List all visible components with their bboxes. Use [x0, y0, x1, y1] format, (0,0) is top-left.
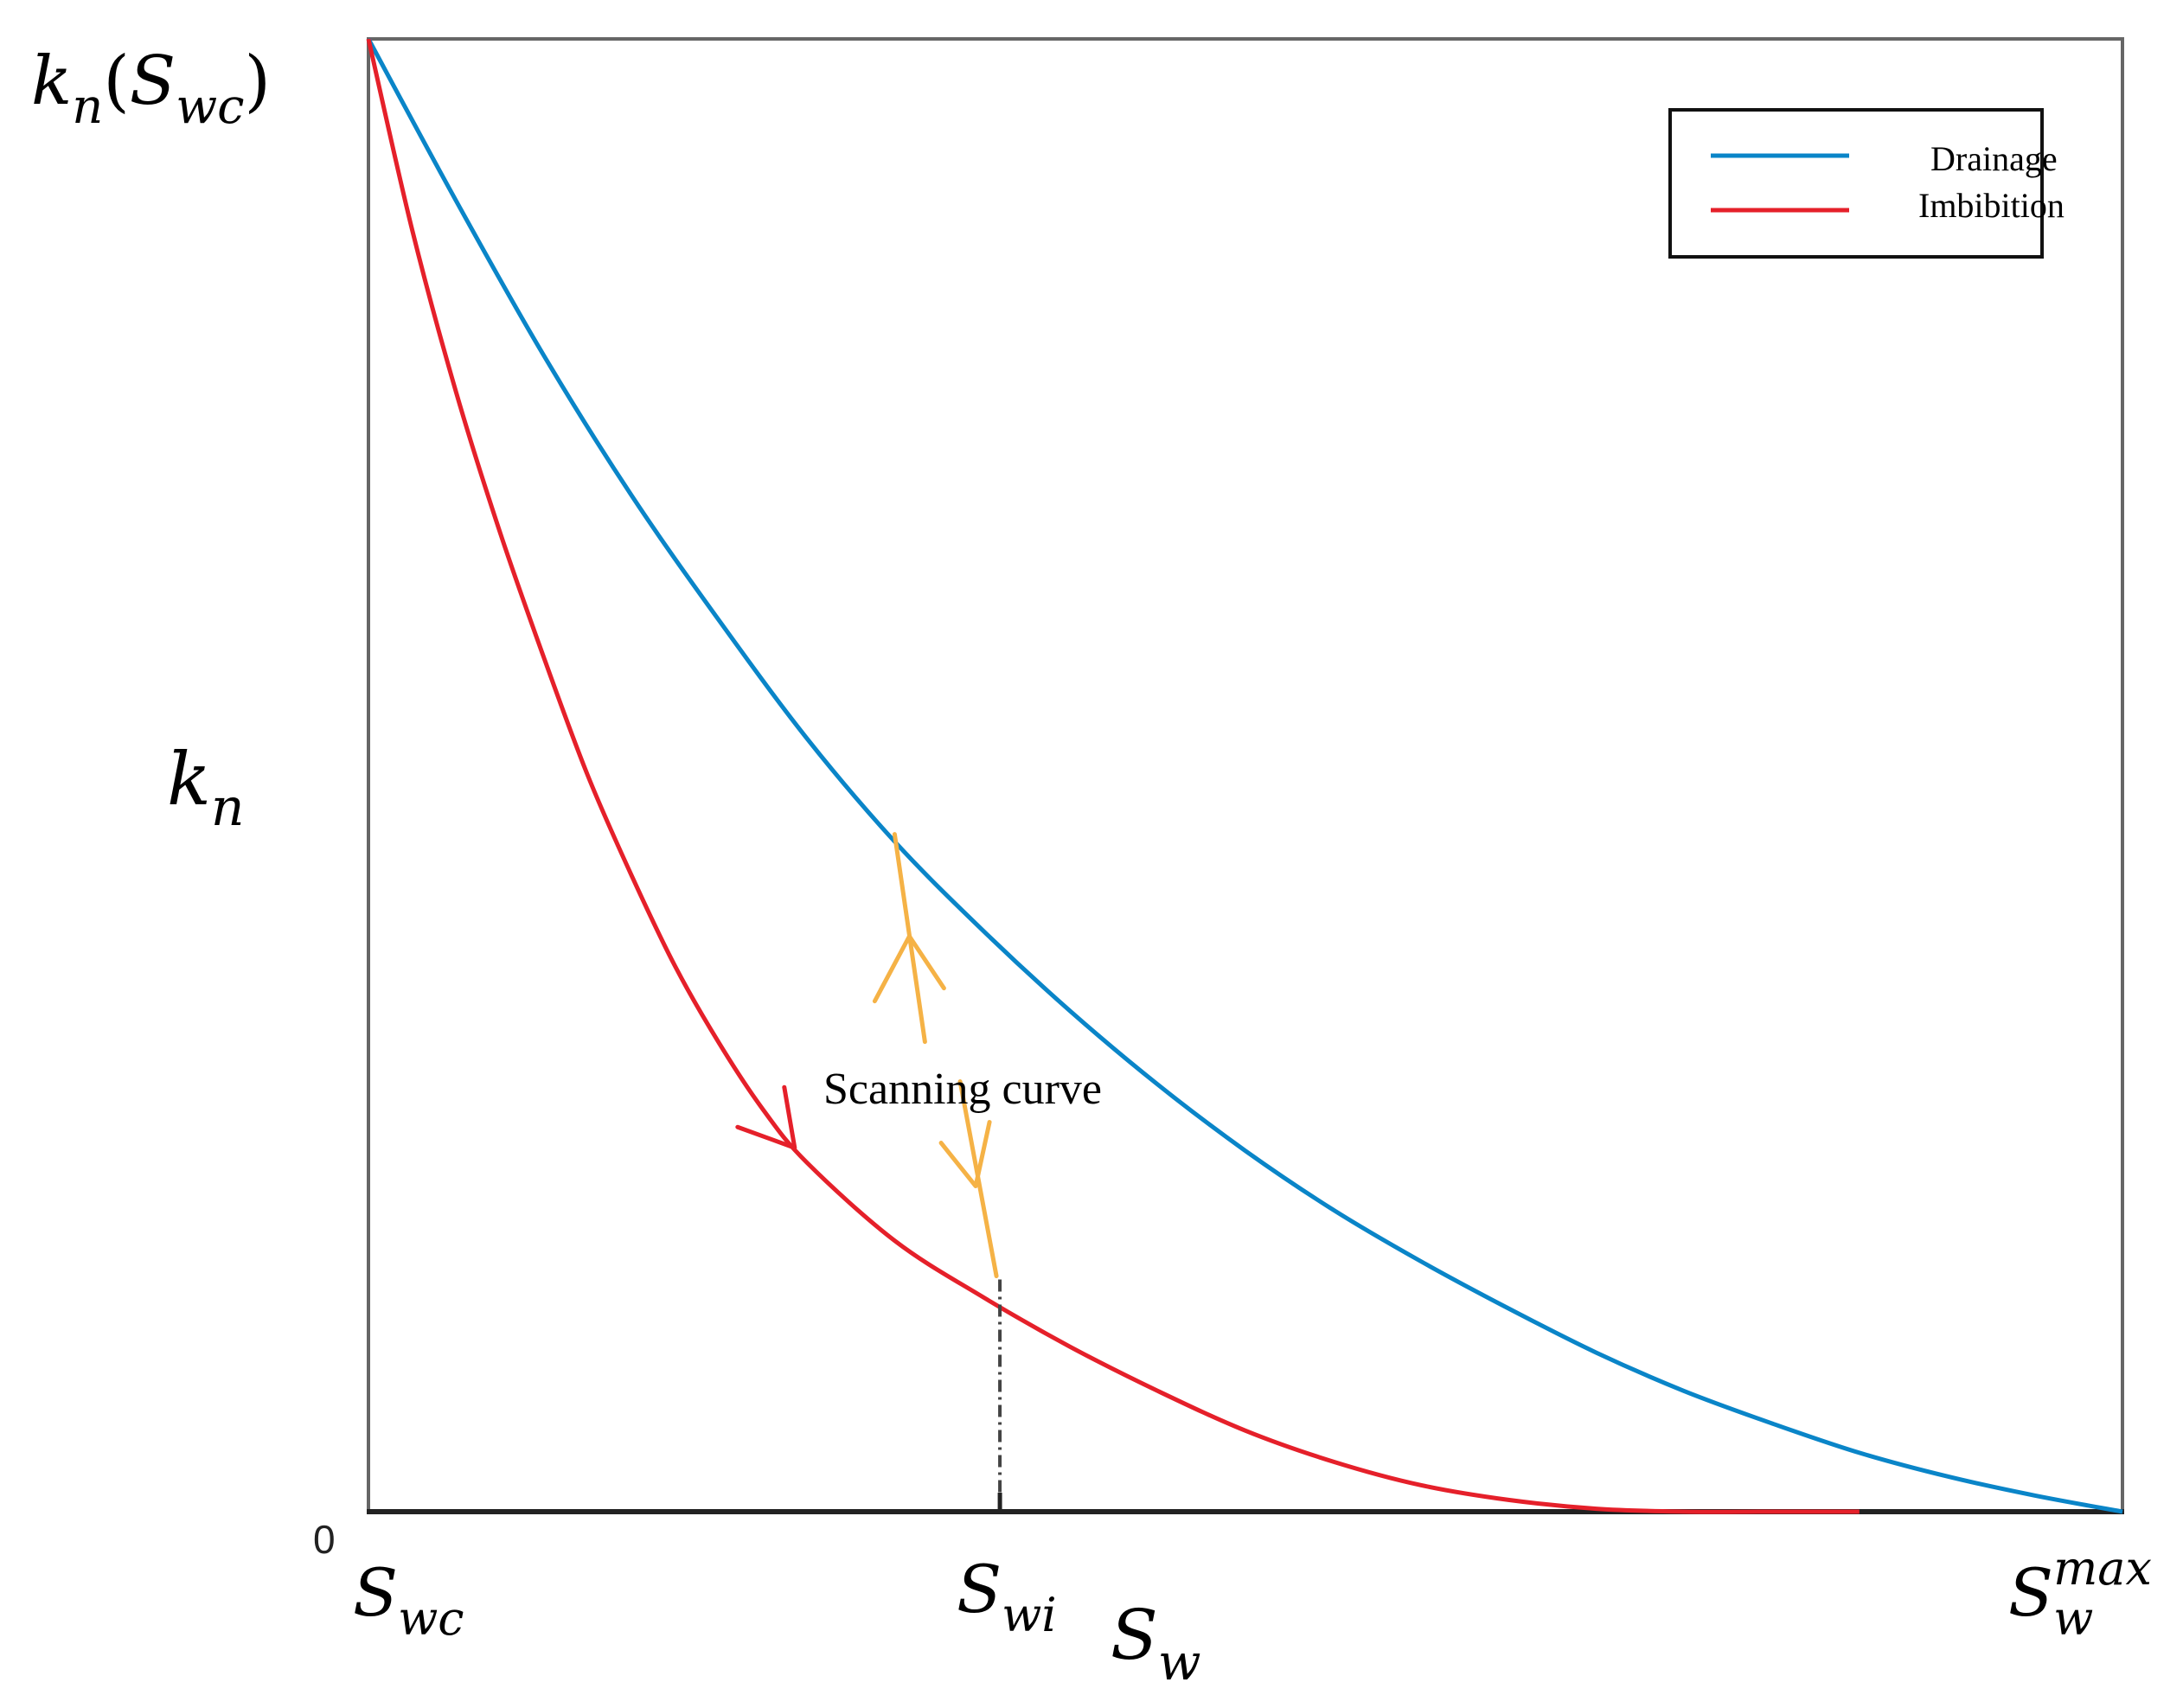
x-tick-swmax-base: S [2008, 1554, 2053, 1631]
x-tick-swi-base: S [957, 1551, 1002, 1628]
y-top-s: S [130, 42, 176, 120]
y-top-open: ( [103, 42, 129, 120]
x-tick-swi-sub: wi [1002, 1588, 1057, 1642]
origin-label: 0 [313, 1517, 336, 1562]
scanning-arrow-up [872, 832, 946, 1045]
scanning-arrow-down [938, 1079, 999, 1279]
y-axis-label-base: k [167, 737, 211, 822]
scanning-arrow-up-head [872, 934, 946, 1004]
y-top-k: k [31, 42, 72, 120]
series-line-drainage [366, 37, 2123, 1514]
x-tick-swmax-sup: max [2053, 1541, 2152, 1596]
series-layer [366, 37, 2123, 1514]
x-tick-swc-sub: wc [398, 1591, 464, 1646]
x-tick-label-swc: Swc [353, 1554, 464, 1646]
y-axis-label-sub: n [211, 777, 245, 838]
x-axis-label-sub: w [1158, 1633, 1201, 1692]
plot-frame [367, 37, 2124, 1513]
x-tick-swc-base: S [353, 1554, 398, 1631]
series-line-imbibition [366, 38, 1860, 1514]
legend-label-drainage: Drainage [1930, 139, 2058, 178]
scanning-curve-label: Scanning curve [823, 1065, 1102, 1114]
y-axis-label: kn [167, 737, 245, 838]
x-axis-label: Sw [1111, 1595, 1200, 1692]
x-tick-swmax-sub: w [2053, 1591, 2093, 1646]
y-top-label: kn(Swc) [31, 42, 271, 135]
y-top-k-sub: n [72, 79, 103, 135]
x-tick-label-swi: Swi [957, 1551, 1057, 1642]
scanning-arrow-down-head [938, 1120, 992, 1189]
legend-label-imbibition: Imbibition [1918, 186, 2065, 225]
y-top-close: ) [245, 42, 271, 120]
imbibition-arrow [735, 1084, 797, 1150]
legend: Drainage Imbibition [1668, 108, 2065, 259]
legend-box [1668, 108, 2044, 259]
x-axis-label-base: S [1111, 1595, 1158, 1675]
y-top-s-sub: wc [176, 79, 244, 135]
x-tick-label-swmax: Smax w [2008, 1541, 2152, 1646]
